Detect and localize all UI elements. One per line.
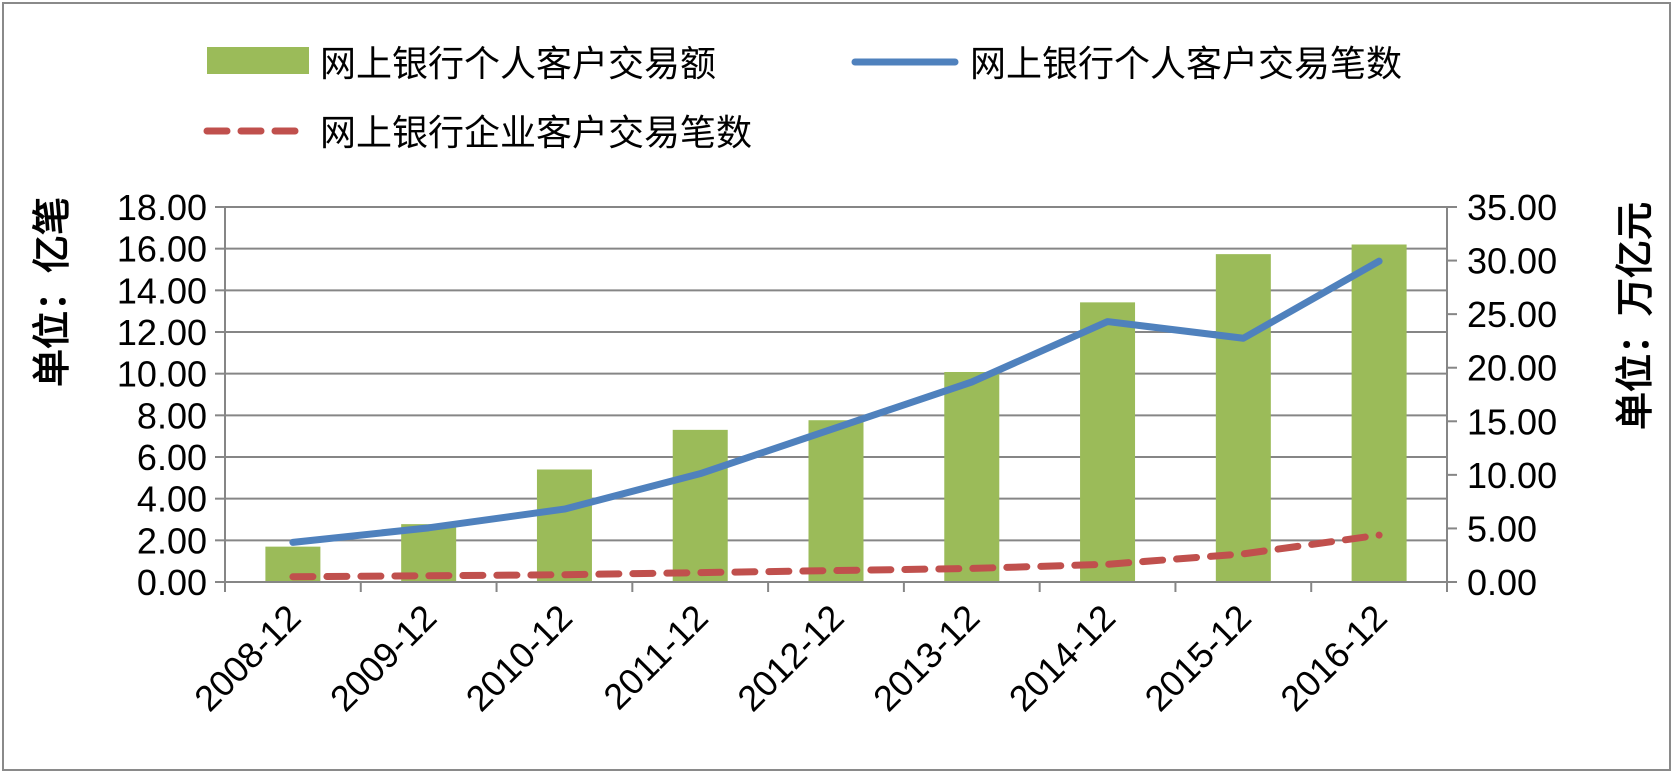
enterprise-count-line-point — [699, 571, 702, 574]
bar — [1351, 244, 1407, 582]
left-tick-label: 16.00 — [117, 229, 207, 270]
personal-count-line-point — [970, 381, 973, 383]
bar — [944, 372, 1000, 582]
right-axis-title: 单位：万亿元 — [1613, 202, 1657, 430]
x-tick-label: 2010-12 — [458, 597, 580, 719]
x-tick-label: 2011-12 — [595, 597, 716, 718]
left-tick-label: 2.00 — [137, 520, 207, 561]
legend-label-enterprise-count: 网上银行企业客户交易笔数 — [320, 113, 752, 154]
left-axis-title: 单位：亿笔 — [30, 197, 74, 387]
enterprise-count-line-point — [427, 574, 430, 577]
legend: 网上银行个人客户交易额 网上银行个人客户交易笔数 网上银行企业客户交易笔数 — [203, 44, 1402, 154]
left-tick-label: 6.00 — [137, 437, 207, 478]
legend-label-personal-amount: 网上银行个人客户交易额 — [320, 44, 716, 85]
enterprise-count-line-point — [1378, 534, 1381, 537]
right-tick-label: 5.00 — [1467, 508, 1537, 549]
enterprise-count-line-point — [970, 567, 973, 570]
personal-count-line-point — [427, 526, 430, 529]
legend-swatch-bar — [207, 47, 309, 74]
bar-layer — [265, 244, 1407, 582]
left-tick-label: 12.00 — [117, 312, 207, 353]
personal-count-line-point — [1106, 320, 1109, 323]
axis-layer — [215, 206, 1457, 592]
x-tick-label: 2013-12 — [865, 597, 987, 719]
personal-count-line-point — [1378, 260, 1381, 263]
bar — [1080, 302, 1136, 582]
x-tick-label: 2008-12 — [186, 597, 308, 719]
left-tick-label: 18.00 — [117, 187, 207, 228]
personal-count-line-point — [835, 426, 837, 429]
enterprise-count-line-point — [1106, 563, 1109, 566]
left-tick-label: 4.00 — [137, 479, 207, 520]
enterprise-count-line-point — [563, 573, 566, 576]
personal-count-line-point — [291, 541, 294, 544]
left-tick-label: 8.00 — [137, 395, 207, 436]
enterprise-count-line-point — [291, 575, 294, 578]
personal-count-line-point — [699, 472, 702, 475]
personal-count-line-point — [1242, 337, 1245, 340]
personal-count-line-point — [563, 508, 566, 511]
bar — [536, 469, 592, 582]
enterprise-count-line-point — [1242, 552, 1245, 555]
right-tick-label: 35.00 — [1467, 187, 1557, 228]
right-tick-label: 25.00 — [1467, 294, 1557, 335]
right-tick-label: 15.00 — [1467, 401, 1557, 442]
left-tick-label: 10.00 — [117, 354, 207, 395]
x-tick-label: 2016-12 — [1272, 597, 1394, 719]
x-tick-label: 2012-12 — [729, 597, 851, 719]
right-tick-label: 30.00 — [1467, 241, 1557, 282]
right-tick-label: 10.00 — [1467, 455, 1557, 496]
enterprise-count-line-point — [835, 569, 837, 572]
left-tick-label: 0.00 — [137, 562, 207, 603]
bar — [672, 429, 728, 582]
legend-label-personal-count: 网上银行个人客户交易笔数 — [970, 44, 1402, 85]
line-layer — [289, 257, 1383, 581]
x-tick-label: 2014-12 — [1001, 597, 1123, 719]
right-tick-label: 0.00 — [1467, 562, 1537, 603]
x-tick-label: 2009-12 — [322, 597, 444, 719]
x-tick-label: 2015-12 — [1137, 597, 1259, 719]
bar — [1215, 254, 1271, 582]
bar — [808, 420, 864, 582]
left-tick-label: 14.00 — [117, 270, 207, 311]
right-tick-label: 20.00 — [1467, 348, 1557, 389]
